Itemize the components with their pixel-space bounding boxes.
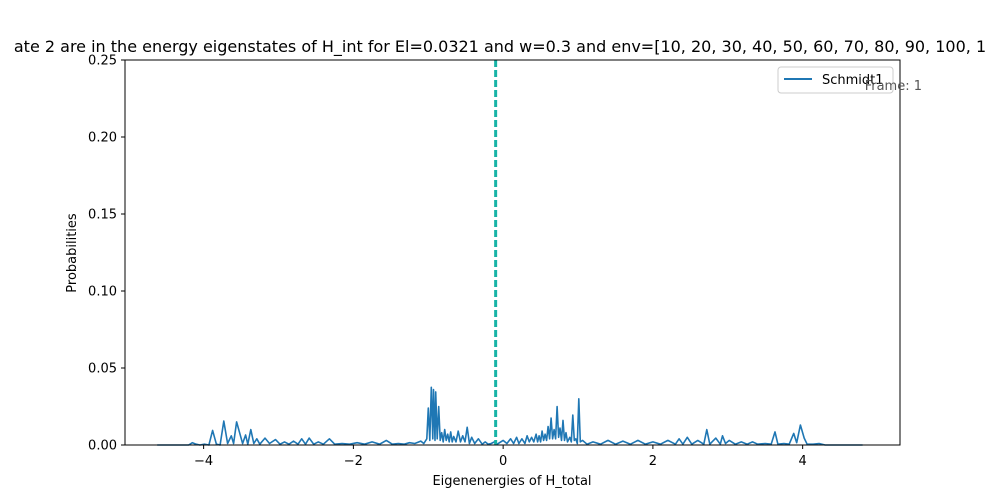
y-tick-label: 0.25: [88, 54, 117, 69]
y-tick-label: 0.20: [88, 131, 117, 146]
x-tick-label: 2: [649, 454, 657, 469]
y-tick-label: 0.15: [88, 208, 117, 223]
x-axis-ticks: −4 −2 0 2 4: [194, 445, 807, 469]
plot-area: [157, 60, 863, 446]
y-tick-label: 0.10: [88, 285, 117, 300]
y-tick-label: 0.00: [88, 439, 117, 454]
legend-label: Schmidt1: [822, 73, 884, 88]
x-tick-label: 0: [499, 454, 507, 469]
frame-annotation: Frame: 1: [865, 79, 922, 94]
axes-frame: [124, 59, 901, 446]
legend-box: [777, 66, 894, 94]
series-line-schmidt1: [157, 386, 863, 446]
y-axis-ticks: 0.00 0.05 0.10 0.15 0.20 0.25: [88, 54, 125, 454]
legend: Schmidt1: [777, 66, 894, 94]
x-tick-label: −4: [194, 454, 213, 469]
x-axis-label: Eigenenergies of H_total: [432, 474, 591, 489]
y-axis-label: Probabilities: [65, 213, 80, 293]
x-tick-label: 4: [799, 454, 807, 469]
x-tick-label: −2: [344, 454, 363, 469]
y-tick-label: 0.05: [88, 362, 117, 377]
chart-title: ate 2 are in the energy eigenstates of H…: [14, 37, 986, 57]
